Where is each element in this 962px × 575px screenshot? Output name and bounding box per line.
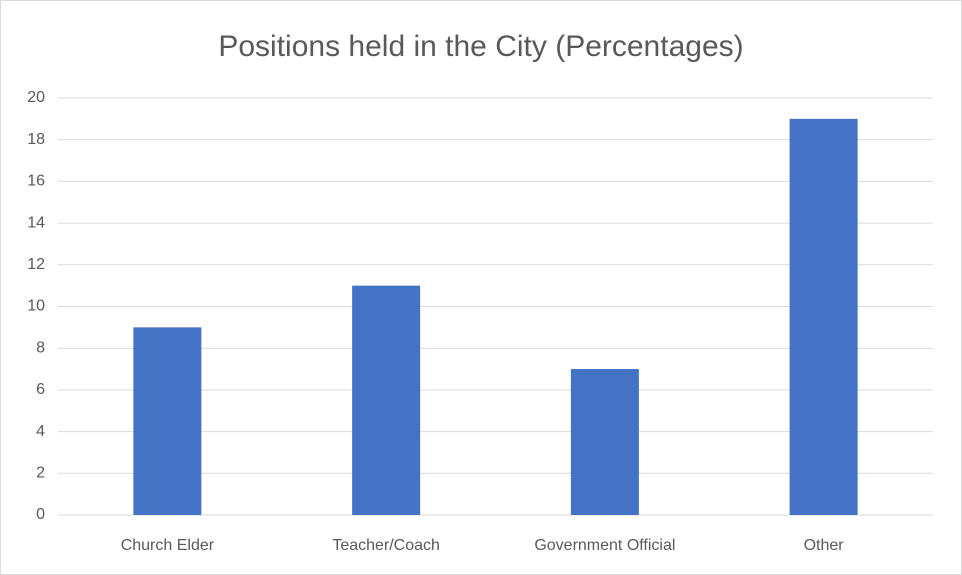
x-tick-label: Church Elder bbox=[121, 537, 215, 554]
y-tick-label: 20 bbox=[27, 89, 45, 106]
y-tick-label: 18 bbox=[27, 131, 45, 148]
bar bbox=[352, 285, 421, 515]
y-tick-label: 14 bbox=[27, 214, 45, 231]
x-tick-label: Teacher/Coach bbox=[332, 537, 440, 554]
bar bbox=[133, 327, 202, 515]
x-tick-label: Other bbox=[804, 537, 845, 554]
y-tick-label: 0 bbox=[36, 506, 45, 523]
y-tick-label: 16 bbox=[27, 173, 45, 190]
y-tick-label: 12 bbox=[27, 256, 45, 273]
chart-title: Positions held in the City (Percentages) bbox=[218, 30, 743, 63]
x-tick-label: Government Official bbox=[534, 537, 675, 554]
bar bbox=[570, 369, 639, 515]
y-tick-label: 2 bbox=[36, 465, 45, 482]
y-tick-label: 4 bbox=[36, 423, 45, 440]
y-tick-label: 6 bbox=[36, 381, 45, 398]
bar bbox=[789, 118, 858, 515]
y-tick-label: 8 bbox=[36, 339, 45, 356]
y-tick-label: 10 bbox=[27, 298, 45, 315]
